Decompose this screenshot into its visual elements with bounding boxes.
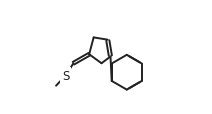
Text: S: S <box>62 69 69 82</box>
